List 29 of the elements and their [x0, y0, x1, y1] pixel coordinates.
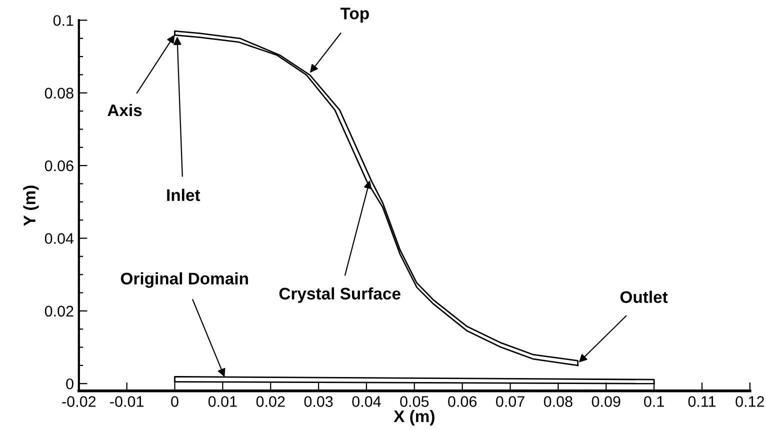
annotation: Original Domain — [120, 272, 248, 288]
y-tick-label: 0.08 — [44, 88, 74, 99]
y-tick-label: 0.1 — [53, 15, 74, 26]
annotation: Top — [340, 8, 369, 23]
x-tick-label: 0.05 — [400, 396, 429, 407]
x-tick-label: 0.11 — [688, 396, 716, 407]
x-tick-label: 0.07 — [496, 396, 524, 407]
x-tick-label: 0.04 — [352, 396, 381, 407]
x-tick-label: 0.03 — [304, 396, 333, 407]
x-tick-label: 0.08 — [544, 396, 572, 407]
x-axis-title: X (m) — [394, 410, 434, 426]
annotation: Outlet — [620, 290, 668, 303]
y-tick-label: 0.04 — [44, 233, 74, 244]
x-tick-label: 0.01 — [208, 396, 237, 407]
y-tick-label: 0.02 — [44, 306, 74, 317]
x-tick-label: 0 — [171, 396, 178, 407]
x-tick-label: 0.02 — [256, 396, 285, 407]
y-axis-title: Y (m) — [23, 186, 39, 226]
x-tick-label: 0.1 — [644, 396, 664, 407]
annotation: Crystal Surface — [279, 287, 400, 303]
x-tick-label: 0.09 — [592, 396, 620, 407]
x-tick-label: 0.06 — [448, 396, 477, 407]
x-tick-label: -0.02 — [62, 396, 96, 407]
annotation: Inlet — [167, 188, 200, 202]
x-tick-label: 0.12 — [736, 396, 764, 407]
annotation: Axis — [108, 104, 142, 116]
y-tick-label: 0 — [66, 378, 74, 390]
x-tick-label: -0.01 — [110, 396, 144, 407]
y-tick-label: 0.06 — [44, 160, 74, 172]
